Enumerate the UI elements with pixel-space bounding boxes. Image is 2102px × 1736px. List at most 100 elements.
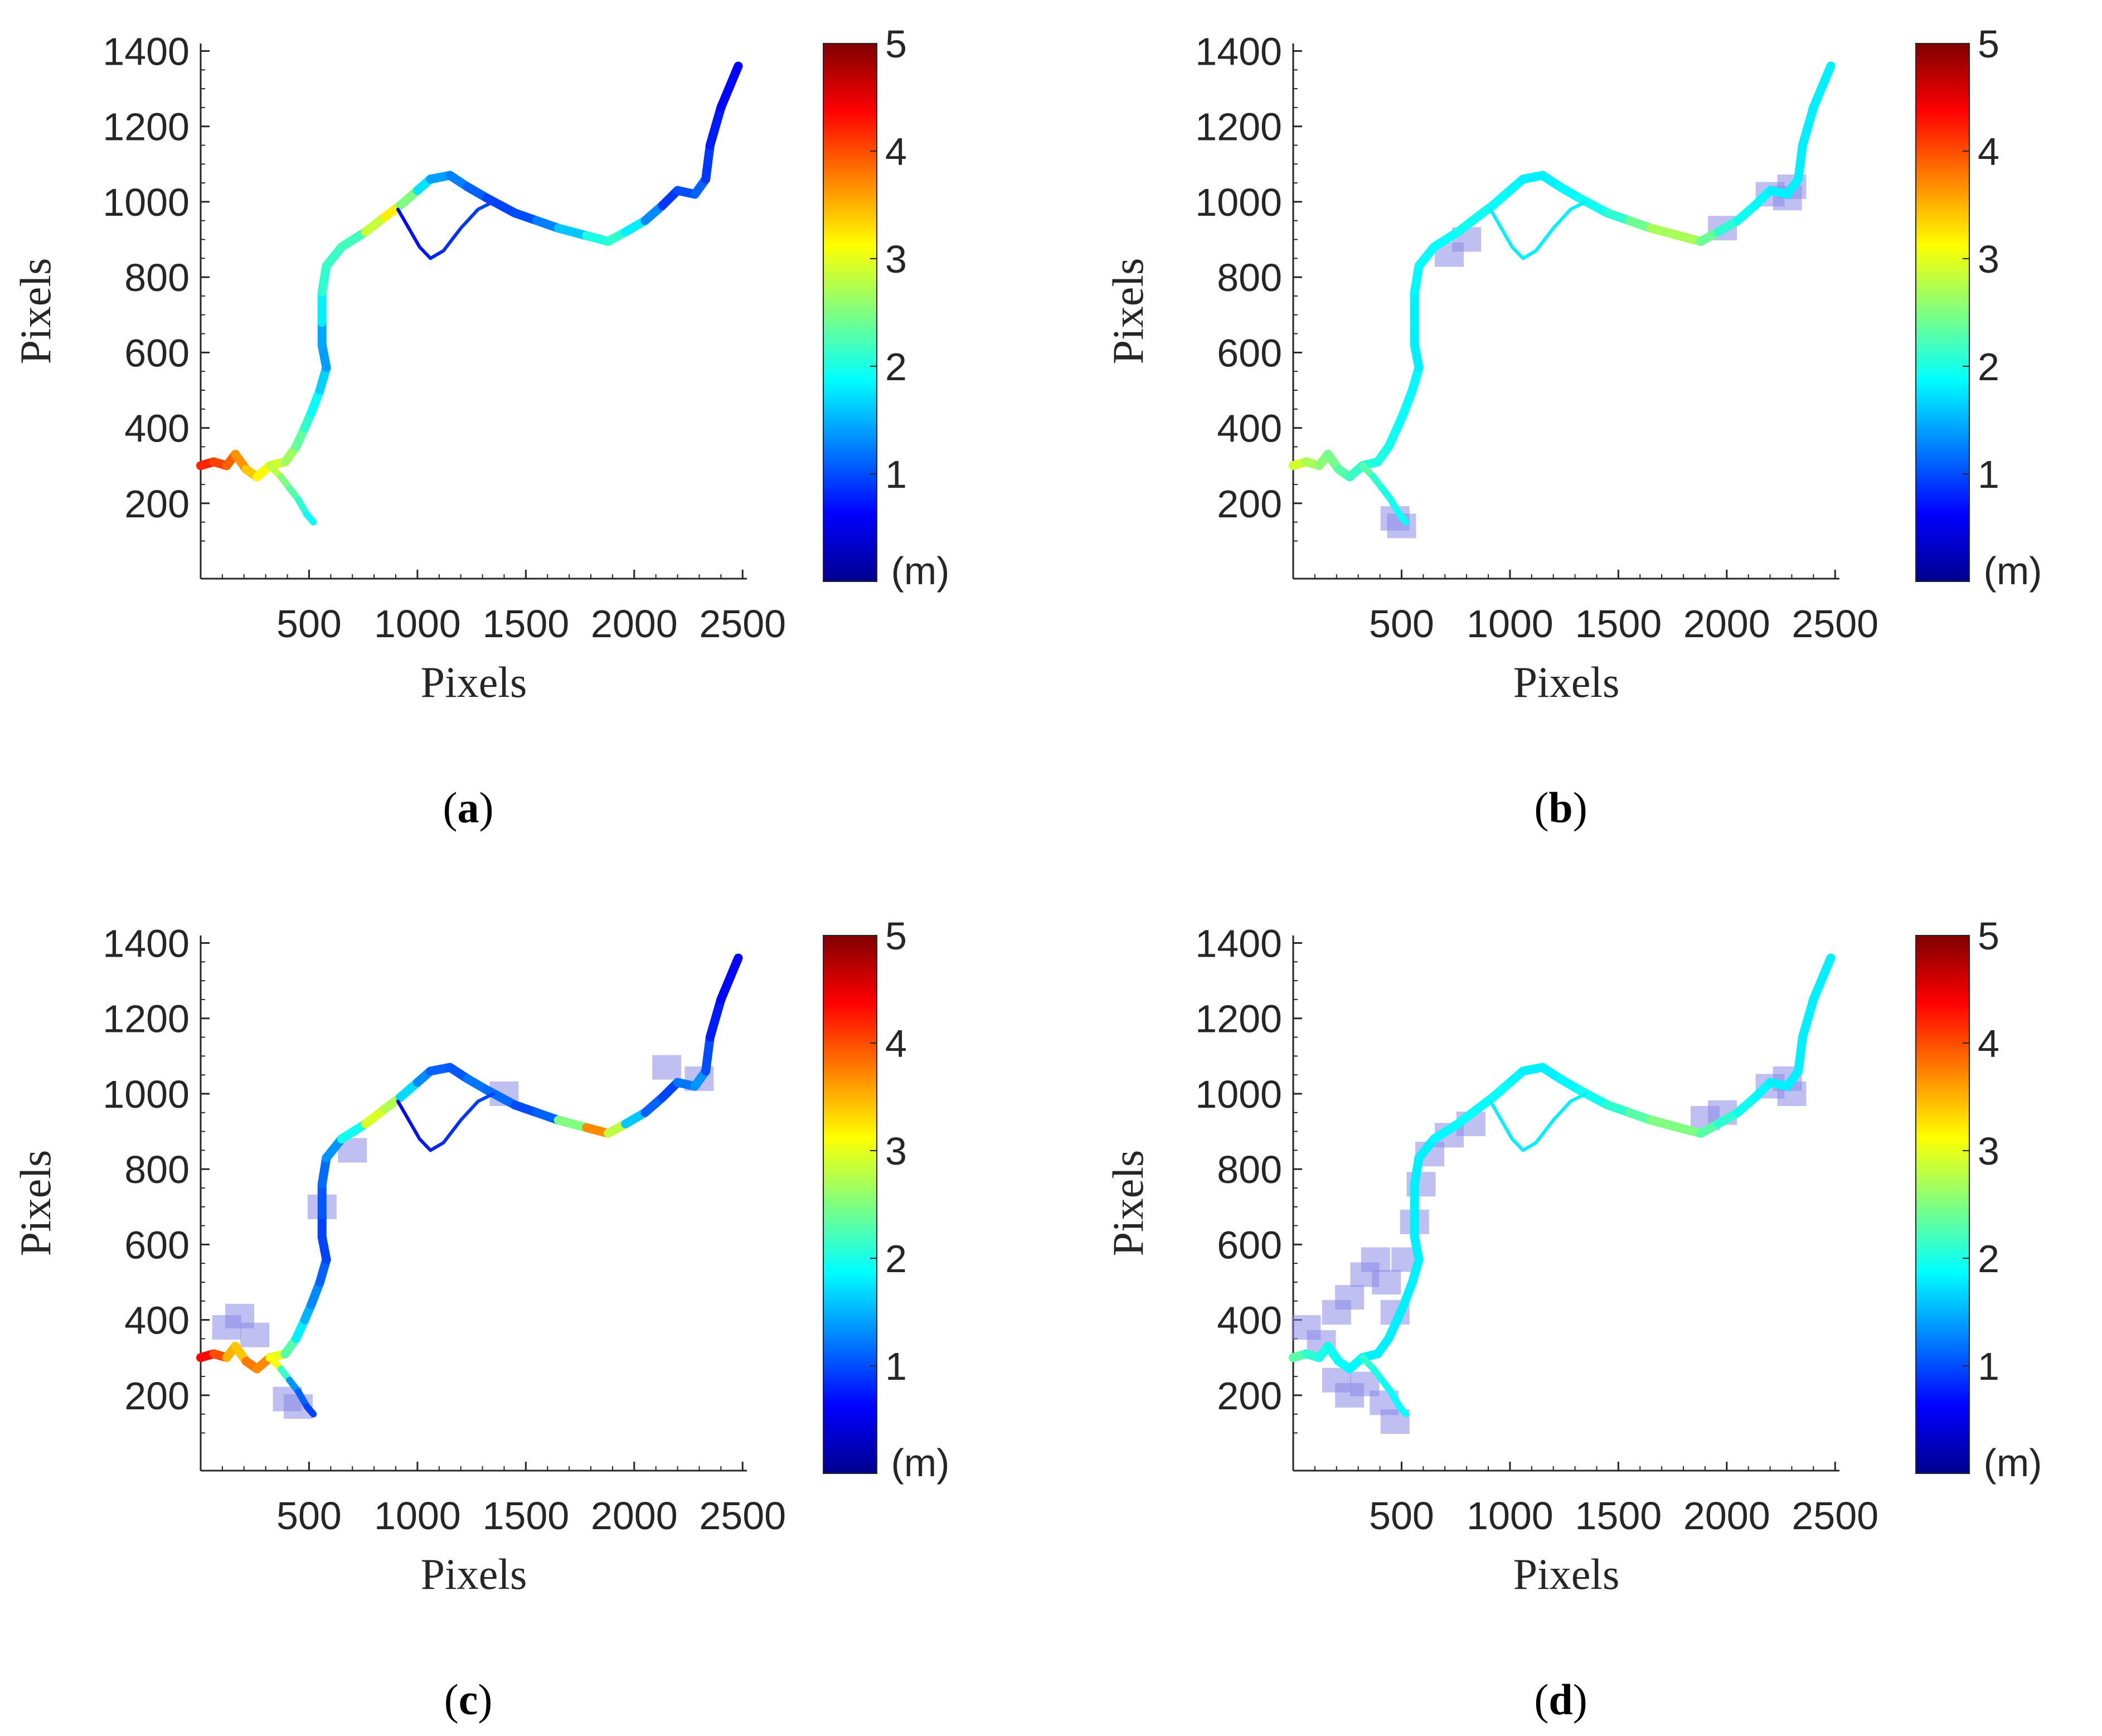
shaded-patch <box>652 1055 682 1080</box>
y-tick-label-200: 200 <box>1217 482 1282 526</box>
river-branch-channel <box>396 1092 495 1152</box>
river-branch-channel <box>1488 1092 1588 1152</box>
colorbar-tick-label-4: 4 <box>1978 1022 1999 1065</box>
river-segment <box>407 226 421 249</box>
river-segment <box>1488 207 1503 230</box>
river-segment <box>1534 1118 1555 1145</box>
y-tick-label-1000: 1000 <box>103 181 190 224</box>
river-segment <box>429 1141 445 1152</box>
x-tick-label-500: 500 <box>276 1494 342 1538</box>
y-tick-label-1200: 1200 <box>1195 105 1282 149</box>
x-tick-label-1000: 1000 <box>374 1494 461 1538</box>
river-segment <box>337 227 370 252</box>
x-tick-label-500: 500 <box>1369 602 1434 646</box>
x-tick-label-500: 500 <box>276 602 342 646</box>
river-branch-channel <box>396 200 495 260</box>
river-segment <box>1809 953 1836 1004</box>
y-tick-label-400: 400 <box>1217 1299 1282 1342</box>
colorbar-unit: (m) <box>1984 1441 2042 1485</box>
x-tick-label-2500: 2500 <box>699 1494 786 1538</box>
colorbar-tick-label-3: 3 <box>885 237 907 281</box>
caption-letter: d <box>1548 1675 1572 1724</box>
x-tick-label-1500: 1500 <box>1575 1494 1662 1538</box>
y-tick-label-200: 200 <box>124 1374 190 1418</box>
x-axis-label: Pixels <box>1513 658 1620 706</box>
y-tick-label-1400: 1400 <box>1195 922 1282 966</box>
colorbar-tick-label-3: 3 <box>885 1129 907 1173</box>
river-segment <box>1575 193 1612 218</box>
river-segment <box>441 1118 463 1145</box>
patch-group <box>1380 174 1807 539</box>
river-segment <box>1646 224 1684 240</box>
caption-close: ) <box>479 783 494 832</box>
panel-c: 500 1000 1500 2000 2500140012001000800600400… <box>11 914 949 1724</box>
y-tick-label-1000: 1000 <box>1195 181 1282 224</box>
river-segment <box>1646 1116 1684 1132</box>
y-axis-label: Pixels <box>1104 1150 1152 1257</box>
y-tick-label-1000: 1000 <box>1195 1073 1282 1116</box>
river-segment <box>1396 511 1410 526</box>
y-tick-label-1400: 1400 <box>103 30 190 74</box>
x-tick-label-2500: 2500 <box>1792 602 1878 646</box>
caption-close: ) <box>478 1675 492 1724</box>
x-tick-label-2500: 2500 <box>699 602 786 646</box>
river-segment <box>1569 200 1588 211</box>
river-segment <box>1534 226 1555 253</box>
caption-open: ( <box>443 783 458 832</box>
y-axis-label: Pixels <box>11 1150 60 1257</box>
x-tick-label-1000: 1000 <box>374 602 461 646</box>
colorbar-tick-label-1: 1 <box>1978 1345 1999 1388</box>
river-segment <box>554 1116 591 1132</box>
river-segment <box>1794 140 1807 184</box>
river-segment <box>1809 61 1836 112</box>
river-segment <box>303 1403 317 1418</box>
x-tick-label-1000: 1000 <box>1467 1494 1554 1538</box>
river-segment <box>705 995 726 1042</box>
y-tick-label-800: 800 <box>1217 256 1282 299</box>
panel-caption: (c) <box>444 1675 493 1724</box>
river-main-channel <box>196 953 743 1374</box>
panel-caption: (d) <box>1534 1675 1587 1724</box>
river-segment <box>482 193 520 218</box>
shaded-patch <box>1361 1247 1390 1272</box>
river-lower-branch <box>266 462 317 526</box>
y-tick-label-1200: 1200 <box>103 997 190 1041</box>
y-tick-label-600: 600 <box>1217 1223 1282 1267</box>
river-segment <box>701 140 715 184</box>
river-segment <box>1510 245 1525 260</box>
caption-close: ) <box>1573 1675 1588 1724</box>
colorbar-tick-label-1: 1 <box>885 453 907 496</box>
colorbar-tick-label-5: 5 <box>885 914 907 958</box>
colorbar-tick-label-4: 4 <box>885 1022 907 1065</box>
colorbar-tick-label-3: 3 <box>1978 1129 1999 1173</box>
y-axis-label: Pixels <box>1104 258 1152 365</box>
river-segment <box>1521 249 1538 260</box>
y-tick-label-1200: 1200 <box>1195 997 1282 1041</box>
x-tick-label-1000: 1000 <box>1467 602 1554 646</box>
caption-letter: c <box>459 1675 478 1724</box>
y-tick-label-600: 600 <box>124 331 190 375</box>
colorbar-tick-label-5: 5 <box>885 22 907 66</box>
river-segment <box>1551 1099 1572 1122</box>
river-segment <box>1510 1137 1525 1152</box>
river-segment <box>716 953 743 1004</box>
river-segment <box>701 1032 715 1076</box>
y-tick-label-200: 200 <box>1217 1374 1282 1418</box>
river-segment <box>705 103 726 150</box>
panel-caption: (b) <box>1534 783 1587 832</box>
y-tick-label-1400: 1400 <box>1195 30 1282 74</box>
river-segment <box>1429 227 1463 252</box>
colorbar-tick-label-2: 2 <box>1978 1237 1999 1281</box>
patch-group <box>212 1055 714 1419</box>
panel-d: 500 1000 1500 2000 2500140012001000800600400… <box>1104 914 2042 1724</box>
river-segment <box>1798 103 1818 150</box>
y-tick-label-800: 800 <box>124 256 190 299</box>
colorbar-tick-label-4: 4 <box>885 130 907 173</box>
colorbar-unit: (m) <box>891 1441 950 1485</box>
colorbar <box>823 935 877 1474</box>
y-axis-label: Pixels <box>11 258 60 365</box>
colorbar <box>823 43 877 582</box>
x-tick-label-1500: 1500 <box>482 1494 569 1538</box>
colorbar <box>1915 43 1970 582</box>
